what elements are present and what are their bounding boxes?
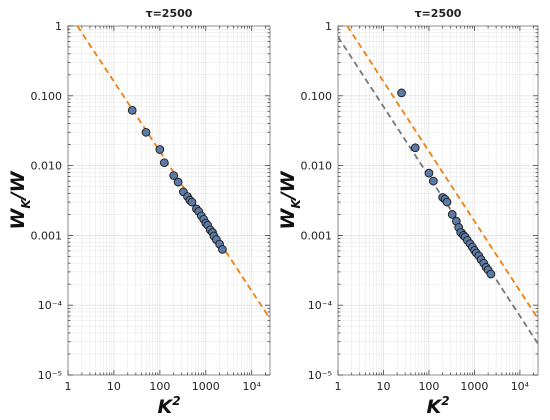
x-tick-label: 1000 (460, 380, 488, 393)
x-tick-label: 100 (149, 380, 170, 393)
x-axis-label: K2 (426, 394, 449, 418)
series-layer (76, 26, 270, 320)
data-point (159, 158, 169, 168)
series-layer (338, 26, 538, 345)
y-tick-label: 10⁻⁴ (308, 299, 333, 312)
data-point (429, 176, 438, 186)
y-tick-label: 0.001 (31, 229, 63, 242)
data-point (173, 177, 183, 187)
x-tick-label: 10 (107, 380, 121, 393)
y-tick-label: 10⁻⁴ (38, 299, 63, 312)
data-point (442, 197, 452, 207)
data-point (187, 197, 197, 207)
x-tick-label: 10⁴ (243, 380, 262, 393)
gray-dashed-line (338, 36, 538, 345)
y-tick-label: 10⁻⁵ (308, 369, 332, 382)
x-tick-label: 10 (376, 380, 390, 393)
x-tick-label: 1000 (192, 380, 220, 393)
plot-frame (337, 25, 539, 376)
data-point (424, 168, 434, 178)
y-tick-label: 1 (325, 20, 332, 33)
chart-panel-right: 1 10 100 1000 10⁴ 10⁻⁵ 10⁻⁴ 0.001 0.010 0.100 1 τ=2… (277, 7, 539, 418)
data-point (218, 245, 227, 254)
y-tick-label: 10⁻⁵ (38, 369, 62, 382)
y-axis-label: WK/W (7, 170, 33, 229)
data-point (397, 88, 406, 98)
x-axis-label: K2 (157, 394, 180, 418)
y-axis-label: WK/W (277, 170, 303, 229)
tick-marks (67, 25, 270, 376)
chart-title: τ=2500 (415, 7, 462, 20)
tick-marks (337, 25, 538, 376)
data-point (486, 269, 496, 279)
data-point (410, 143, 420, 153)
x-tick-label: 100 (418, 380, 439, 393)
x-tick-label: 10⁴ (511, 380, 530, 393)
orange-dashed-line (346, 26, 538, 320)
data-point (155, 145, 165, 154)
y-tick-label: 0.010 (301, 160, 333, 173)
y-tick-label: 0.100 (301, 90, 333, 103)
x-tick-label: 1 (335, 380, 342, 393)
y-tick-label: 1 (55, 20, 62, 33)
data-point (127, 105, 137, 115)
y-tick-label: 0.100 (31, 90, 63, 103)
y-tick-label: 0.010 (31, 160, 63, 173)
gridlines (337, 25, 538, 376)
y-tick-label: 0.001 (301, 229, 333, 242)
gridlines (67, 25, 270, 376)
plot-frame (67, 25, 271, 376)
chart-panel-left: 1 10 100 1000 10⁴ 10⁻⁵ 10⁻⁴ 0.001 0.010 0.100 1 τ=2… (7, 7, 271, 418)
data-point (169, 171, 179, 180)
data-point (141, 127, 151, 137)
x-tick-label: 1 (65, 380, 72, 393)
data-point (447, 210, 457, 219)
chart-title: τ=2500 (146, 7, 193, 20)
